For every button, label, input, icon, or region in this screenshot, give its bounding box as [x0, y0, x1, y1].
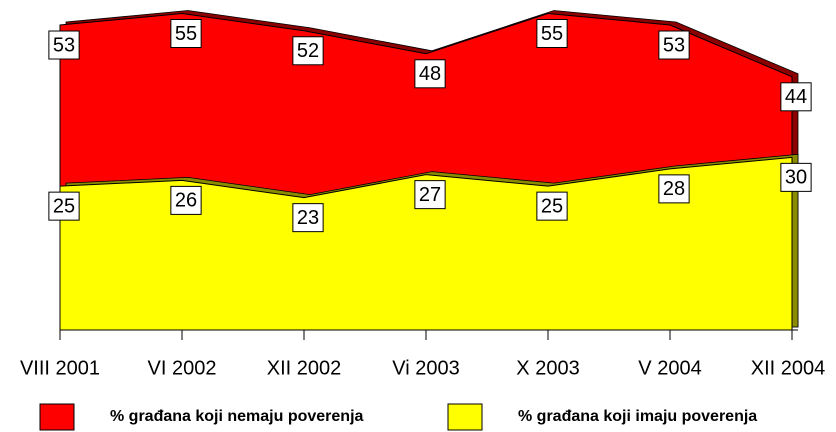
data-label: 28: [658, 174, 690, 204]
data-label-box: [658, 30, 690, 60]
data-label-text: 44: [785, 86, 807, 108]
data-label-box: [536, 191, 568, 221]
data-label-text: 27: [419, 184, 441, 206]
legend-swatch: [39, 403, 75, 431]
data-label-box: [780, 162, 812, 192]
data-label-text: 28: [663, 178, 685, 200]
data-label: 44: [780, 82, 812, 112]
data-label: 55: [170, 19, 202, 49]
data-label: 52: [292, 36, 324, 66]
data-label-text: 25: [53, 195, 75, 217]
x-tick-label: XII 2002: [267, 357, 342, 379]
data-label-box: [780, 82, 812, 112]
data-label-box: [536, 19, 568, 49]
data-label-text: 30: [785, 167, 807, 189]
data-label: 25: [536, 191, 568, 221]
data-label-text: 48: [419, 63, 441, 85]
data-label-text: 53: [663, 34, 685, 56]
data-label-text: 55: [541, 23, 563, 45]
data-label: 23: [292, 203, 324, 233]
x-tick-label: VIII 2001: [20, 357, 100, 379]
data-label: 25: [48, 191, 80, 221]
data-label: 30: [780, 162, 812, 192]
data-label-box: [414, 180, 446, 210]
area: [59, 156, 793, 331]
data-label: 53: [658, 30, 690, 60]
data-label-box: [170, 19, 202, 49]
data-label-box: [414, 59, 446, 89]
data-label-box: [48, 30, 80, 60]
data-label-text: 52: [297, 40, 319, 62]
legend-label: % građana koji nemaju poverenja: [110, 408, 364, 425]
data-label-text: 53: [53, 34, 75, 56]
data-label: 27: [414, 180, 446, 210]
data-label: 48: [414, 59, 446, 89]
x-tick-label: XII 2004: [751, 357, 826, 379]
data-label-text: 55: [175, 23, 197, 45]
data-label-text: 26: [175, 190, 197, 212]
data-label-box: [658, 174, 690, 204]
data-label-box: [48, 191, 80, 221]
legend-swatch: [447, 403, 483, 431]
data-label: 55: [536, 19, 568, 49]
data-label-box: [292, 36, 324, 66]
x-tick-label: V 2004: [638, 357, 701, 379]
data-label-box: [292, 203, 324, 233]
x-tick-label: X 2003: [516, 357, 579, 379]
data-label: 53: [48, 30, 80, 60]
data-label-text: 23: [297, 207, 319, 229]
data-label-box: [170, 185, 202, 215]
data-label-text: 25: [541, 195, 563, 217]
x-tick-label: Vi 2003: [392, 357, 459, 379]
x-tick-label: VI 2002: [148, 357, 217, 379]
legend-label: % građana koji imaju poverenja: [518, 408, 757, 425]
data-label: 26: [170, 185, 202, 215]
